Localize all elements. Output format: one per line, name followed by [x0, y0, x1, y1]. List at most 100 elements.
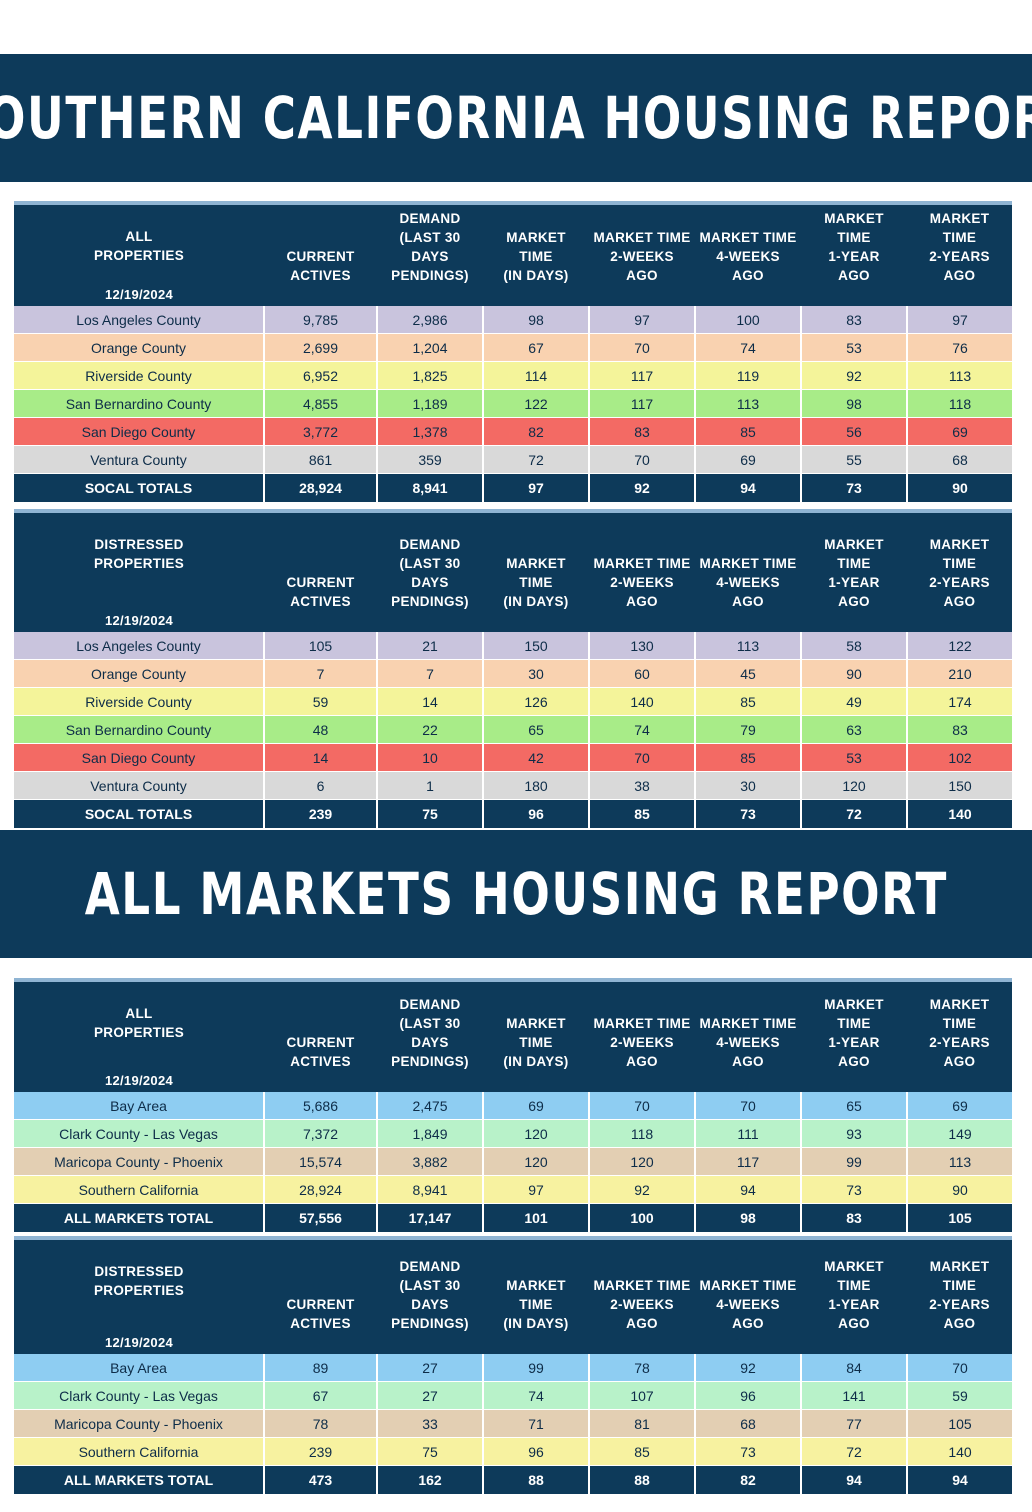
cell-four-weeks: 113	[695, 389, 802, 418]
cell-two-years: 140	[907, 1437, 1012, 1466]
cell-four-weeks: 73	[695, 1437, 802, 1466]
all-markets-report-banner: ALL MARKETS HOUSING REPORT	[0, 830, 1032, 958]
table-title-cell: ALL PROPERTIES 12/19/2024	[14, 205, 264, 306]
cell-current: 861	[264, 445, 378, 474]
table-title: ALL PROPERTIES	[93, 229, 185, 263]
cell-two-weeks: 70	[589, 445, 696, 474]
cell-two-weeks: 74	[589, 715, 696, 744]
cell-one-year: 84	[801, 1354, 908, 1382]
total-two-years: 94	[907, 1465, 1012, 1495]
cell-one-year: 90	[801, 659, 908, 688]
cell-market-time: 150	[483, 632, 590, 660]
cell-current: 28,924	[264, 1175, 378, 1204]
data-table: DISTRESSED PROPERTIES 12/19/2024 CURRENT A…	[14, 1240, 1012, 1495]
cell-two-weeks: 97	[589, 306, 696, 334]
cell-two-years: 174	[907, 687, 1012, 716]
region-name: Los Angeles County	[14, 306, 265, 334]
total-current: 239	[264, 799, 378, 829]
cell-two-years: 118	[907, 389, 1012, 418]
cell-one-year: 49	[801, 687, 908, 716]
total-two-weeks: 88	[589, 1465, 696, 1495]
table-row: Southern California 28,924 8,941 97 92 94 73 90	[14, 1175, 1012, 1204]
column-header-four-weeks: MARKET TIME 4-WEEKS AGO	[695, 982, 801, 1092]
region-name: Clark County - Las Vegas	[14, 1119, 265, 1148]
cell-two-years: 97	[907, 306, 1012, 334]
cell-two-weeks: 60	[589, 659, 696, 688]
all-markets-report-title: ALL MARKETS HOUSING REPORT	[84, 860, 948, 928]
column-header-one-year: MARKET TIME 1-YEAR AGO	[801, 205, 907, 306]
column-header-demand: DEMAND (LAST 30 DAYS PENDINGS)	[377, 982, 483, 1092]
cell-current: 3,772	[264, 417, 378, 446]
cell-two-weeks: 38	[589, 771, 696, 800]
cell-market-time: 30	[483, 659, 590, 688]
cell-current: 5,686	[264, 1092, 378, 1120]
socal-all-properties-table: ALL PROPERTIES 12/19/2024 CURRENT ACTIVES D…	[14, 201, 1012, 503]
cell-four-weeks: 100	[695, 306, 802, 334]
cell-demand: 27	[377, 1354, 484, 1382]
data-table: DISTRESSED PROPERTIES 12/19/2024 CURRENT A…	[14, 513, 1012, 829]
cell-four-weeks: 119	[695, 361, 802, 390]
cell-current: 59	[264, 687, 378, 716]
totals-row: ALL MARKETS TOTAL 57,556 17,147 101 100 98 83 1…	[14, 1203, 1012, 1233]
table-title: ALL PROPERTIES	[93, 1006, 185, 1040]
cell-two-weeks: 120	[589, 1147, 696, 1176]
cell-current: 15,574	[264, 1147, 378, 1176]
column-header-two-years: MARKET TIME 2-YEARS AGO	[907, 513, 1012, 632]
header-row: DISTRESSED PROPERTIES 12/19/2024 CURRENT A…	[14, 513, 1012, 632]
cell-demand: 75	[377, 1437, 484, 1466]
cell-two-years: 113	[907, 361, 1012, 390]
cell-demand: 14	[377, 687, 484, 716]
region-name: Maricopa County - Phoenix	[14, 1147, 265, 1176]
totals-row: SOCAL TOTALS 28,924 8,941 97 92 94 73 90	[14, 473, 1012, 503]
cell-current: 78	[264, 1409, 378, 1438]
table-row: Los Angeles County 105 21 150 130 113 58 122	[14, 632, 1012, 660]
totals-label: SOCAL TOTALS	[14, 473, 265, 503]
region-name: San Diego County	[14, 743, 265, 772]
cell-demand: 33	[377, 1409, 484, 1438]
cell-four-weeks: 68	[695, 1409, 802, 1438]
column-header-four-weeks: MARKET TIME 4-WEEKS AGO	[695, 513, 801, 632]
total-current: 473	[264, 1465, 378, 1495]
socal-report-title: SOUTHERN CALIFORNIA HOUSING REPORT	[0, 84, 1032, 152]
column-header-market-time: MARKET TIME (IN DAYS)	[483, 1240, 589, 1354]
cell-two-years: 70	[907, 1354, 1012, 1382]
region-name: Southern California	[14, 1437, 265, 1466]
cell-one-year: 83	[801, 306, 908, 334]
cell-two-years: 83	[907, 715, 1012, 744]
table-row: Bay Area 5,686 2,475 69 70 70 65 69	[14, 1092, 1012, 1120]
data-table: ALL PROPERTIES 12/19/2024 CURRENT ACTIVES D…	[14, 982, 1012, 1233]
column-header-current: CURRENT ACTIVES	[264, 513, 377, 632]
cell-demand: 1,849	[377, 1119, 484, 1148]
region-name: Clark County - Las Vegas	[14, 1381, 265, 1410]
table-title-cell: ALL PROPERTIES 12/19/2024	[14, 982, 264, 1092]
table-row: San Bernardino County 4,855 1,189 122 117 113…	[14, 389, 1012, 418]
cell-demand: 359	[377, 445, 484, 474]
total-four-weeks: 94	[695, 473, 802, 503]
cell-market-time: 120	[483, 1119, 590, 1148]
column-header-one-year: MARKET TIME 1-YEAR AGO	[801, 982, 907, 1092]
total-demand: 162	[377, 1465, 484, 1495]
column-header-two-weeks: MARKET TIME 2-WEEKS AGO	[589, 982, 695, 1092]
table-title: DISTRESSED PROPERTIES	[93, 1264, 185, 1298]
column-header-two-years: MARKET TIME 2-YEARS AGO	[907, 205, 1012, 306]
cell-four-weeks: 111	[695, 1119, 802, 1148]
cell-one-year: 72	[801, 1437, 908, 1466]
cell-one-year: 98	[801, 389, 908, 418]
cell-current: 6,952	[264, 361, 378, 390]
cell-demand: 1,189	[377, 389, 484, 418]
cell-demand: 10	[377, 743, 484, 772]
column-header-two-years: MARKET TIME 2-YEARS AGO	[907, 1240, 1012, 1354]
total-market-time: 96	[483, 799, 590, 829]
region-name: Maricopa County - Phoenix	[14, 1409, 265, 1438]
cell-current: 2,699	[264, 333, 378, 362]
table-row: San Bernardino County 48 22 65 74 79 63 83	[14, 715, 1012, 744]
cell-one-year: 63	[801, 715, 908, 744]
total-current: 57,556	[264, 1203, 378, 1233]
socal-distressed-properties-table: DISTRESSED PROPERTIES 12/19/2024 CURRENT A…	[14, 509, 1012, 829]
cell-current: 9,785	[264, 306, 378, 334]
cell-demand: 27	[377, 1381, 484, 1410]
cell-two-years: 76	[907, 333, 1012, 362]
table-title-cell: DISTRESSED PROPERTIES 12/19/2024	[14, 513, 264, 632]
cell-market-time: 74	[483, 1381, 590, 1410]
cell-two-years: 69	[907, 417, 1012, 446]
